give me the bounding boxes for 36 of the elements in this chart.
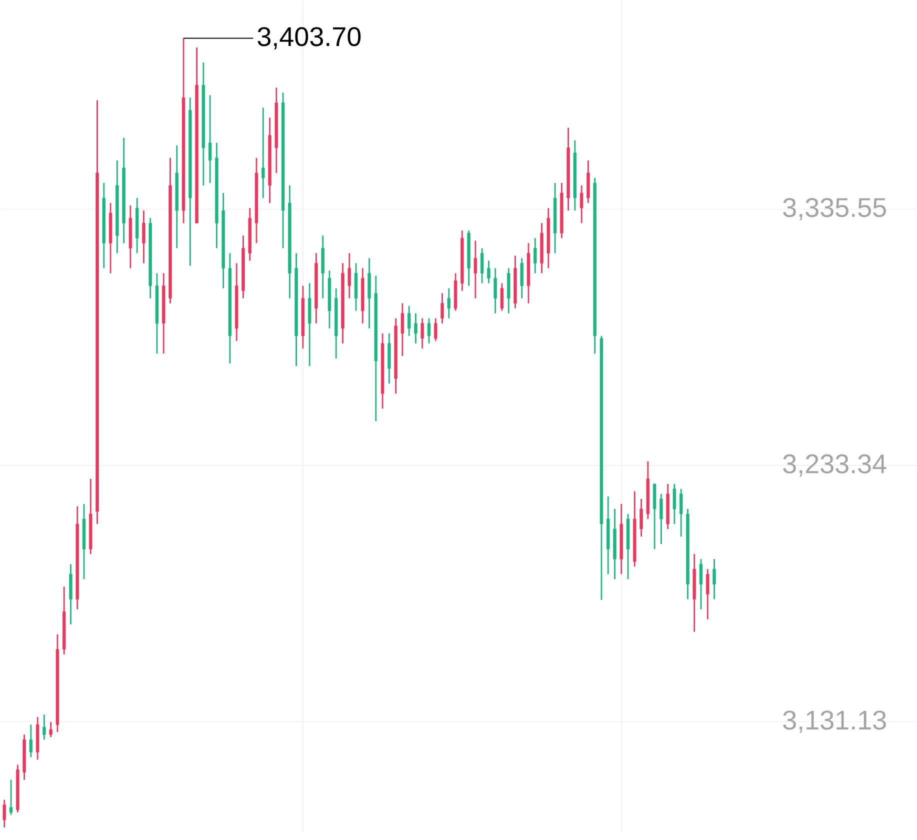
- candlestick: [672, 483, 676, 525]
- candlestick: [487, 260, 490, 284]
- candlestick: [480, 248, 484, 284]
- candlestick: [262, 107, 265, 199]
- candlestick: [427, 318, 431, 344]
- candlestick: [712, 558, 716, 600]
- candlestick: [142, 210, 146, 264]
- candlestick: [420, 318, 424, 350]
- candlestick: [348, 252, 351, 300]
- candlestick: [440, 292, 444, 324]
- candlestick: [407, 305, 411, 337]
- candlestick: [640, 498, 643, 538]
- candlestick: [494, 268, 497, 314]
- candlestick: [29, 724, 33, 758]
- candlestick: [699, 558, 703, 610]
- candlestick: [474, 240, 478, 300]
- candlestick: [2, 799, 6, 828]
- candlestick: [42, 714, 46, 741]
- candlestick: [9, 779, 13, 816]
- candlestick: [520, 258, 524, 300]
- y-tick-label: 3,335.55: [783, 198, 886, 221]
- annotation: 3,403.70: [258, 27, 361, 50]
- candlestick: [660, 493, 663, 545]
- candlestick: [400, 302, 404, 357]
- candlestick: [447, 288, 450, 320]
- candlestick: [500, 282, 504, 312]
- candlestick: [679, 488, 683, 538]
- candlestick: [706, 568, 710, 620]
- y-tick-label: 3,131.13: [783, 710, 886, 734]
- candlestick: [49, 722, 52, 738]
- candlestick: [208, 94, 212, 184]
- candlestick: [580, 184, 584, 224]
- candlestick: [414, 312, 418, 344]
- y-tick-label: 3,233.34: [783, 454, 886, 477]
- candlestick: [534, 238, 537, 274]
- candlestick: [434, 318, 438, 342]
